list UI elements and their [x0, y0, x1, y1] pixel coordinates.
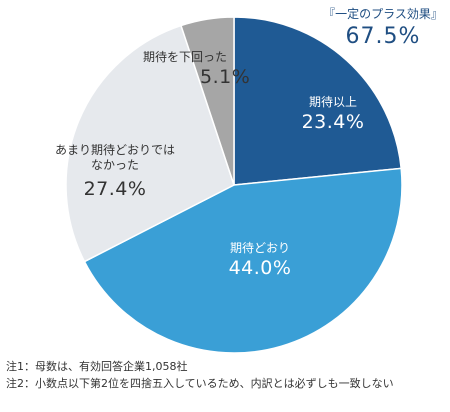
slice-category: 期待どおり: [229, 241, 290, 255]
footnote-2: 注2：小数点以下第2位を四捨五入しているため、内訳とは必ずしも一致しない: [6, 377, 394, 390]
slice-category: あまり期待どおりでは: [54, 143, 175, 157]
slice-value: 5.1%: [200, 66, 251, 88]
slice-label-below: 期待を下回った 5.1%: [110, 50, 260, 89]
slice-category: 期待以上: [308, 95, 357, 109]
slice-label-not-quite: あまり期待どおりでは なかった 27.4%: [40, 143, 190, 201]
slice-label-as-expected: 期待どおり 44.0%: [205, 241, 315, 280]
slice-value: 44.0%: [228, 257, 292, 279]
summary-value: 67.5%: [345, 24, 421, 49]
summary-annotation: 『一定のプラス効果』 67.5%: [318, 6, 448, 52]
slice-category: 期待を下回った: [142, 50, 227, 64]
footnote-1: 注1：母数は、有効回答企業1,058社: [6, 360, 188, 373]
slice-category-line2: なかった: [90, 158, 139, 172]
slice-value: 27.4%: [83, 178, 147, 200]
slice-exceeded: [233, 16, 403, 186]
summary-label: 『一定のプラス効果』: [323, 7, 443, 21]
slice-as-expected: [83, 167, 403, 354]
slice-not-quite: [65, 24, 235, 263]
slice-value: 23.4%: [301, 111, 365, 133]
footnotes: 注1：母数は、有効回答企業1,058社 注2：小数点以下第2位を四捨五入している…: [6, 358, 394, 392]
slice-label-exceeded: 期待以上 23.4%: [283, 95, 383, 134]
slice-below: [180, 16, 235, 186]
